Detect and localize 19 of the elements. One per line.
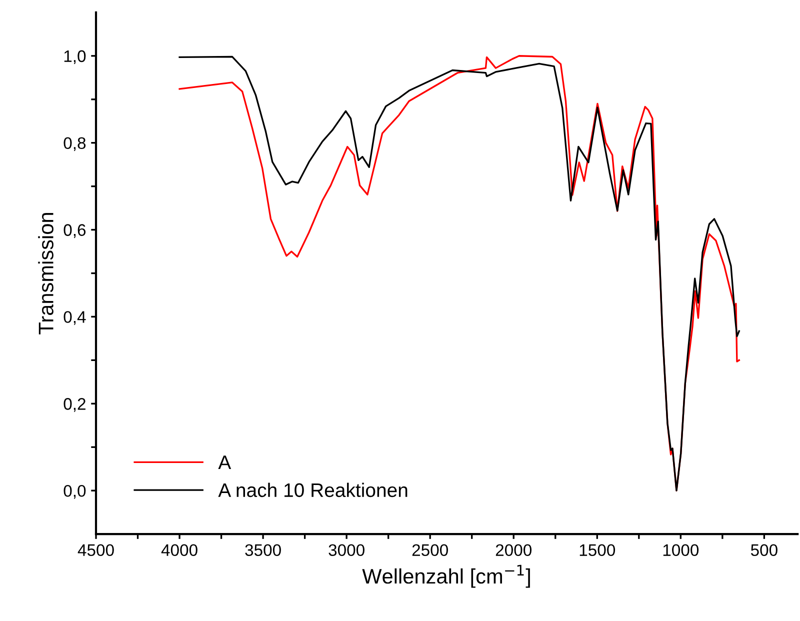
x-tick-label: 4500 (78, 544, 114, 556)
y-axis-title: Transmission (38, 213, 54, 334)
y-tick-label: 1,0 (64, 50, 86, 64)
legend-label: A nach 10 Reaktionen (218, 482, 408, 498)
y-tick-label: 0,8 (64, 137, 86, 151)
y-tick-label: 0,0 (64, 484, 86, 499)
x-tick-label: 3500 (245, 544, 281, 556)
x-axis-title: Wellenzahl [cm$^{−1}$] (362, 564, 530, 588)
y-tick-label: 0,6 (64, 224, 86, 238)
y-tick-label: 0,4 (64, 311, 86, 325)
x-tick-label: 2500 (412, 544, 448, 556)
x-tick-label: 4000 (161, 544, 198, 556)
x-tick-label: 3000 (328, 544, 364, 556)
x-tick-label: 1000 (663, 544, 699, 556)
x-tick-label: 2000 (496, 544, 532, 556)
y-tick-label: 0,2 (64, 398, 86, 412)
x-tick-label: 1500 (580, 544, 616, 556)
x-tick-label: 500 (750, 544, 778, 556)
legend-label: A (218, 456, 232, 470)
